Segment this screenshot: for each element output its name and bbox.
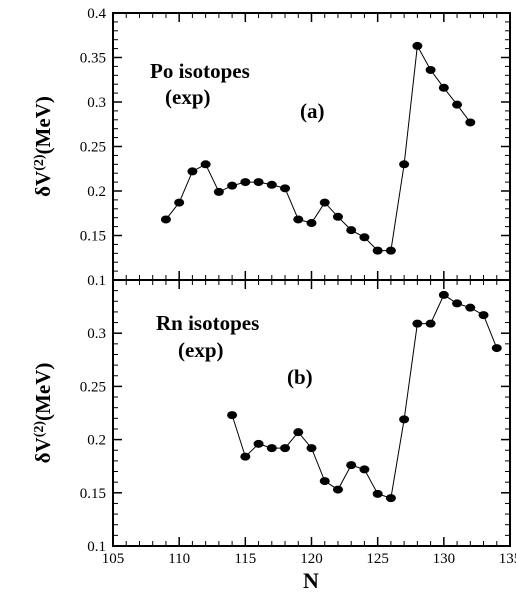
- x-axis-title: N: [303, 568, 319, 593]
- y-tick-label: 0.15: [80, 486, 106, 502]
- data-point: [412, 319, 423, 328]
- x-tick-label: 115: [234, 551, 256, 567]
- y-axis-title-superscript: (2): [32, 421, 47, 438]
- y-tick-label: 0.2: [87, 433, 106, 449]
- data-point: [425, 65, 436, 74]
- data-point: [465, 118, 476, 127]
- annotation-b-1: Rn isotopes: [156, 311, 259, 335]
- data-point: [359, 465, 370, 474]
- panel-label-a: (a): [300, 99, 325, 123]
- panel-a: 0.1 0.15 0.2 0.25 0.3 0.35 0.4 δV(2)(MeV) Po iso…: [31, 6, 511, 289]
- y-tick-label: 0.15: [80, 229, 106, 245]
- data-point: [346, 461, 357, 470]
- data-point: [319, 198, 330, 207]
- data-point: [491, 344, 502, 353]
- data-point: [253, 439, 264, 448]
- y-tick-label: 0.4: [87, 6, 106, 22]
- data-point: [438, 83, 449, 92]
- data-point: [240, 452, 251, 461]
- x-tick-label: 125: [366, 551, 389, 567]
- data-point: [385, 494, 396, 503]
- data-point: [425, 319, 436, 328]
- data-point: [253, 178, 264, 187]
- data-point: [385, 246, 396, 255]
- y-tick-label: 0.3: [87, 95, 106, 111]
- x-tick-label: 120: [300, 551, 323, 567]
- data-point: [266, 180, 277, 189]
- data-point: [187, 167, 198, 176]
- data-point: [174, 198, 185, 207]
- data-point: [280, 184, 291, 193]
- y-tick-label: 0.1: [87, 273, 106, 289]
- y-tick-label: 0.3: [87, 326, 106, 342]
- y-tick-label: 0.1: [87, 539, 106, 555]
- data-point: [306, 219, 317, 228]
- data-point: [332, 212, 343, 221]
- data-point: [412, 41, 423, 50]
- x-tick-label: 135: [499, 551, 516, 567]
- data-point: [465, 303, 476, 312]
- data-point: [280, 444, 291, 453]
- plot-frame-a: [112, 12, 511, 281]
- annotation-a-2: (exp): [165, 85, 211, 109]
- y-axis-title-b: δV(2)(MeV): [31, 363, 55, 464]
- y-axis-title-main: δV: [31, 437, 55, 463]
- data-point: [227, 411, 238, 420]
- data-point: [266, 444, 277, 453]
- annotation-a-1: Po isotopes: [150, 59, 250, 83]
- data-point: [200, 160, 211, 169]
- data-point: [332, 485, 343, 494]
- panel-b: 0.1 0.15 0.2 0.25 0.3 105 110 115 120 125 130 135 δV…: [31, 279, 516, 567]
- data-point: [293, 215, 304, 224]
- data-point: [452, 100, 463, 109]
- data-point: [293, 428, 304, 437]
- annotation-b-2: (exp): [178, 338, 224, 362]
- y-tick-label: 0.2: [87, 184, 106, 200]
- x-tick-label: 110: [168, 551, 190, 567]
- data-point: [478, 311, 489, 320]
- y-axis-title-main: δV: [31, 171, 55, 197]
- y-tick-label: 0.25: [80, 140, 106, 156]
- y-tick-label: 0.35: [80, 51, 106, 67]
- data-point: [319, 477, 330, 486]
- data-point: [213, 187, 224, 196]
- data-point: [359, 233, 370, 242]
- x-tick-label: 130: [433, 551, 456, 567]
- y-tick-label: 0.25: [80, 379, 106, 395]
- y-axis-title-superscript: (2): [32, 154, 47, 171]
- data-point: [399, 415, 410, 424]
- data-point: [346, 226, 357, 235]
- data-point: [438, 290, 449, 299]
- data-point: [306, 444, 317, 453]
- x-tick-label: 105: [102, 551, 125, 567]
- data-point: [372, 489, 383, 498]
- y-axis-title-unit: (MeV): [31, 363, 55, 421]
- series-line-a: [165, 44, 471, 252]
- data-point: [240, 178, 251, 187]
- panel-label-b: (b): [287, 365, 313, 389]
- y-axis-title-a: δV(2)(MeV): [31, 96, 55, 197]
- data-point: [452, 299, 463, 308]
- y-axis-title-unit: (MeV): [31, 96, 55, 154]
- data-point: [227, 181, 238, 190]
- data-point: [160, 215, 171, 224]
- data-point: [372, 246, 383, 255]
- data-point: [399, 160, 410, 169]
